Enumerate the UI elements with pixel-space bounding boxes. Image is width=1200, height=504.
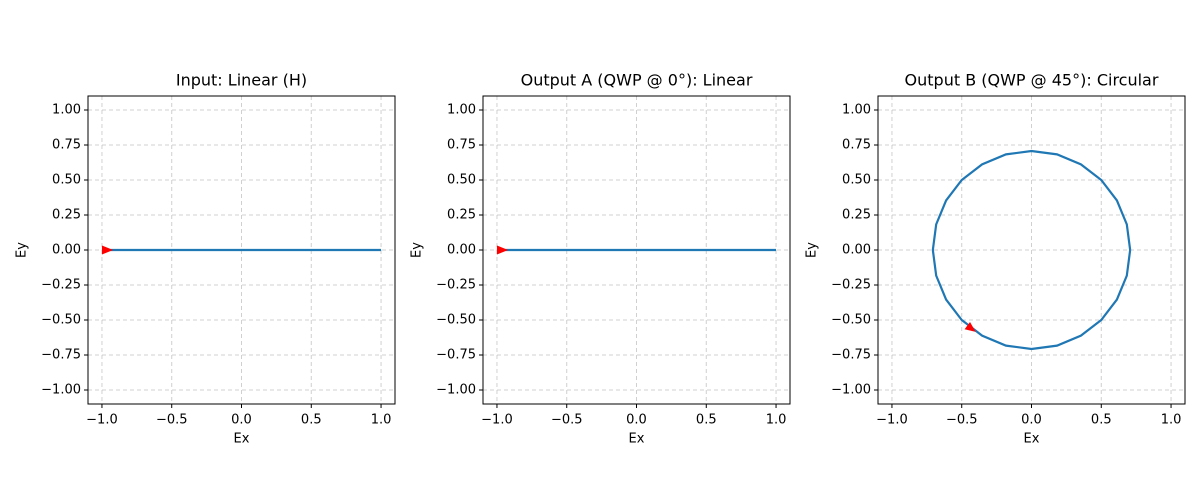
y-tick-label: 0.25 <box>842 208 871 223</box>
y-tick-label: −0.50 <box>831 313 871 328</box>
chart-title: Output B (QWP @ 45°): Circular <box>905 71 1159 90</box>
x-tick-label: 0.0 <box>1021 413 1042 428</box>
x-tick-label: −0.5 <box>551 413 583 428</box>
y-tick-label: 0.50 <box>447 173 476 188</box>
x-tick-label: 0.5 <box>1091 413 1112 428</box>
y-tick-label: 1.00 <box>447 103 476 118</box>
x-tick-label: 0.0 <box>626 413 647 428</box>
y-tick-label: −0.50 <box>436 313 476 328</box>
x-tick-label: 1.0 <box>371 413 392 428</box>
x-axis-label: Ex <box>1024 432 1040 447</box>
y-tick-label: −0.50 <box>41 313 81 328</box>
x-tick-label: 1.0 <box>766 413 787 428</box>
y-tick-label: 0.50 <box>52 173 81 188</box>
y-tick-label: 0.75 <box>52 138 81 153</box>
y-tick-label: −0.75 <box>41 348 81 363</box>
x-axis-label: Ex <box>234 432 250 447</box>
y-tick-label: −1.00 <box>831 383 871 398</box>
direction-arrow <box>101 245 114 255</box>
y-tick-label: 0.25 <box>447 208 476 223</box>
y-axis-label: Ey <box>410 242 425 258</box>
y-tick-label: 0.75 <box>842 138 871 153</box>
y-tick-label: 1.00 <box>52 103 81 118</box>
x-tick-label: −0.5 <box>946 413 978 428</box>
y-tick-label: −1.00 <box>41 383 81 398</box>
direction-arrow <box>964 322 976 332</box>
x-tick-label: −0.5 <box>156 413 188 428</box>
y-tick-label: −0.75 <box>436 348 476 363</box>
x-axis-label: Ex <box>629 432 645 447</box>
axes-frame <box>87 95 396 405</box>
x-tick-label: −1.0 <box>876 413 908 428</box>
y-tick-label: 0.25 <box>52 208 81 223</box>
y-tick-label: 0.75 <box>447 138 476 153</box>
chart-title: Output A (QWP @ 0°): Linear <box>521 71 753 90</box>
y-tick-label: 0.00 <box>447 243 476 258</box>
x-tick-label: 0.5 <box>301 413 322 428</box>
y-tick-label: −0.75 <box>831 348 871 363</box>
y-tick-label: −1.00 <box>436 383 476 398</box>
y-axis-label: Ey <box>805 242 820 258</box>
chart-title: Input: Linear (H) <box>176 71 307 90</box>
y-tick-label: 0.00 <box>842 243 871 258</box>
x-tick-label: −1.0 <box>481 413 513 428</box>
x-tick-label: 1.0 <box>1161 413 1182 428</box>
y-tick-label: −0.25 <box>436 278 476 293</box>
y-axis-label: Ey <box>15 242 30 258</box>
x-tick-label: −1.0 <box>86 413 118 428</box>
line <box>931 149 1132 351</box>
y-tick-label: −0.25 <box>41 278 81 293</box>
x-tick-label: 0.5 <box>696 413 717 428</box>
y-tick-label: 0.00 <box>52 243 81 258</box>
direction-arrow <box>496 245 509 255</box>
x-tick-label: 0.0 <box>231 413 252 428</box>
y-tick-label: −0.25 <box>831 278 871 293</box>
axes-frame <box>482 95 791 405</box>
y-tick-label: 0.50 <box>842 173 871 188</box>
y-tick-label: 1.00 <box>842 103 871 118</box>
axes-frame <box>877 95 1186 405</box>
